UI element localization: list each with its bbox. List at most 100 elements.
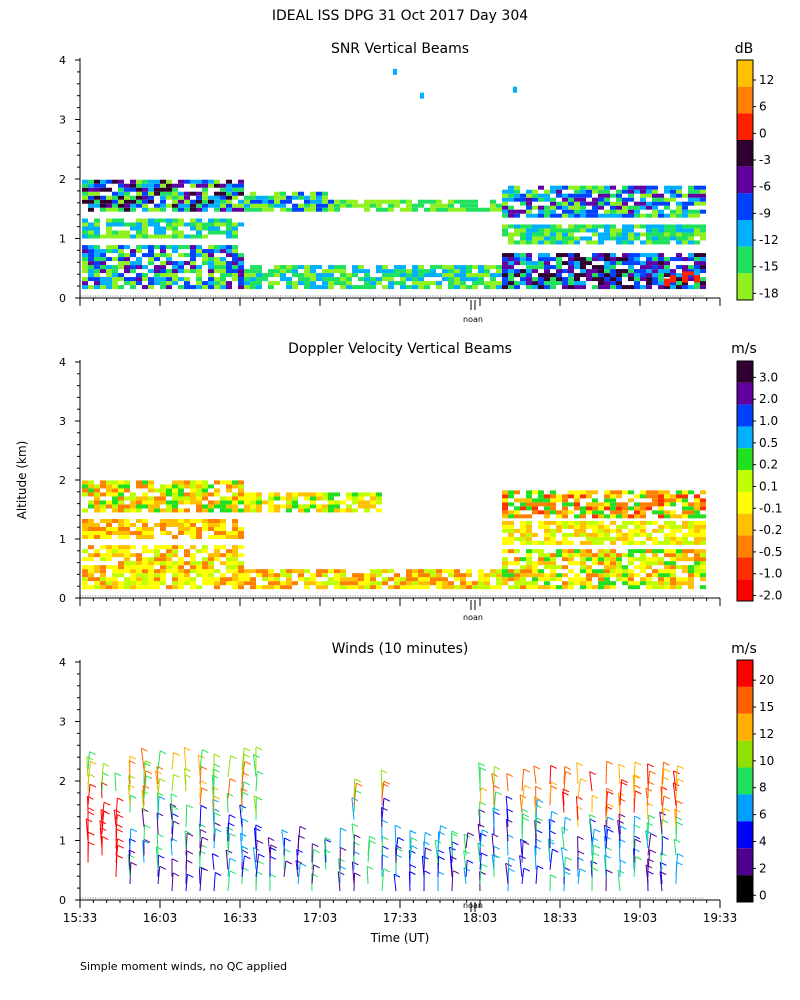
- doppler-cell: [328, 577, 334, 582]
- doppler-cell: [586, 532, 592, 537]
- doppler-cell: [250, 492, 256, 497]
- wind-barb-feather: [466, 859, 474, 864]
- snr-cell: [130, 226, 136, 231]
- snr-cell: [238, 277, 244, 282]
- snr-cell: [586, 201, 592, 206]
- snr-cell: [232, 191, 238, 196]
- doppler-cell: [112, 484, 118, 489]
- snr-cell: [676, 232, 682, 237]
- doppler-cell: [274, 577, 280, 582]
- doppler-cell: [526, 524, 532, 529]
- wind-barb: [463, 850, 467, 870]
- snr-cell: [574, 193, 580, 198]
- snr-cell: [514, 285, 520, 290]
- wind-barb-feather: [243, 747, 251, 752]
- doppler-cell: [526, 585, 532, 590]
- doppler-cell: [502, 514, 508, 519]
- doppler-cell: [298, 504, 304, 509]
- snr-cell: [682, 285, 688, 290]
- doppler-cell: [124, 535, 130, 539]
- snr-cell: [112, 265, 118, 270]
- snr-cell: [118, 195, 124, 200]
- snr-cell: [238, 187, 244, 192]
- wind-barb-feather: [102, 836, 109, 840]
- wind-barb-feather: [89, 783, 97, 788]
- doppler-cell: [670, 540, 676, 545]
- colorbar-swatch: [737, 740, 753, 768]
- snr-cell: [232, 261, 238, 266]
- wind-barb: [505, 796, 509, 820]
- doppler-cell: [244, 573, 250, 578]
- snr-cell: [610, 228, 616, 233]
- snr-cell: [676, 257, 682, 262]
- colorbar-label: 0.5: [759, 436, 778, 450]
- snr-cell: [532, 232, 538, 237]
- snr-cell: [598, 224, 604, 229]
- snr-cell: [208, 203, 214, 208]
- snr-cell: [670, 193, 676, 198]
- doppler-cell: [352, 573, 358, 578]
- snr-cell: [286, 199, 292, 204]
- doppler-cell: [664, 510, 670, 515]
- doppler-cell: [106, 488, 112, 493]
- snr-cell: [682, 213, 688, 218]
- doppler-cell: [472, 581, 478, 586]
- doppler-cell: [118, 561, 124, 566]
- colorbar-label: -1.0: [759, 567, 782, 581]
- wind-barb: [479, 829, 483, 849]
- snr-cell: [658, 257, 664, 262]
- snr-cell: [328, 203, 334, 208]
- wind-barb-feather: [88, 773, 95, 778]
- doppler-cell: [550, 520, 556, 525]
- doppler-cell: [190, 553, 196, 558]
- snr-cell: [640, 201, 646, 206]
- colorbar-swatch: [737, 448, 753, 471]
- doppler-cell: [514, 510, 520, 515]
- wind-barb: [101, 811, 105, 834]
- snr-cell: [130, 277, 136, 282]
- doppler-cell: [514, 569, 520, 574]
- snr-cell: [628, 193, 634, 198]
- snr-cell: [580, 273, 586, 278]
- doppler-cell: [502, 528, 508, 533]
- doppler-cell: [184, 492, 190, 497]
- doppler-cell: [682, 532, 688, 537]
- snr-cell: [388, 273, 394, 278]
- snr-cell: [640, 273, 646, 278]
- doppler-cell: [334, 573, 340, 578]
- snr-cell: [526, 281, 532, 286]
- colorbar-swatch: [737, 426, 753, 449]
- snr-cell: [514, 281, 520, 286]
- wind-barb: [157, 796, 160, 820]
- doppler-cell: [700, 498, 706, 503]
- snr-cell: [652, 205, 658, 210]
- snr-cell: [640, 265, 646, 270]
- wind-barb-feather: [481, 829, 489, 834]
- snr-cell: [382, 269, 388, 274]
- snr-cell: [700, 197, 706, 202]
- snr-cell: [490, 207, 496, 212]
- doppler-cell: [190, 569, 196, 574]
- snr-cell: [232, 183, 238, 188]
- doppler-cell: [232, 545, 238, 550]
- snr-cell: [532, 265, 538, 270]
- doppler-cell: [88, 484, 94, 489]
- wind-barb-feather: [452, 870, 460, 874]
- wind-barb-feather: [589, 818, 597, 823]
- doppler-cell: [574, 573, 580, 578]
- snr-cell: [142, 199, 148, 204]
- doppler-cell: [664, 581, 670, 586]
- doppler-cell: [316, 581, 322, 586]
- doppler-cell: [634, 585, 640, 590]
- snr-cell: [508, 273, 514, 278]
- doppler-cell: [418, 585, 424, 590]
- doppler-cell: [688, 524, 694, 529]
- x-tick-label: 17:03: [303, 911, 338, 925]
- snr-cell: [592, 228, 598, 233]
- snr-cell: [94, 218, 100, 223]
- doppler-cell: [676, 540, 682, 545]
- snr-cell: [106, 281, 112, 286]
- doppler-cell: [412, 585, 418, 590]
- snr-cell: [154, 230, 160, 235]
- doppler-cell: [184, 508, 190, 513]
